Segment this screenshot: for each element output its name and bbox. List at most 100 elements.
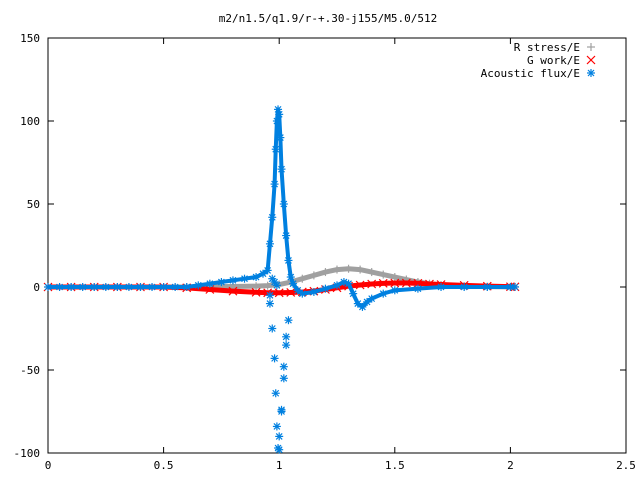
legend-marker xyxy=(586,55,596,65)
data-point xyxy=(293,286,302,295)
data-point xyxy=(263,281,272,290)
data-point xyxy=(333,265,341,274)
data-point xyxy=(279,200,288,208)
data-point xyxy=(276,133,285,142)
x-tick-label: 1 xyxy=(276,459,283,472)
data-point xyxy=(333,281,341,290)
data-point xyxy=(379,270,388,279)
legend-label: Acoustic flux/E xyxy=(481,67,580,80)
data-point xyxy=(252,273,261,282)
data-point xyxy=(356,265,365,274)
data-point xyxy=(401,278,411,288)
data-point xyxy=(355,280,365,290)
data-point xyxy=(309,287,318,296)
data-point xyxy=(148,283,157,291)
y-tick-label: 0 xyxy=(33,281,40,294)
data-point xyxy=(274,105,283,114)
plot-area xyxy=(43,105,520,454)
data-point xyxy=(270,180,279,189)
data-point xyxy=(251,287,261,297)
data-point xyxy=(113,283,122,291)
y-tick-label: 50 xyxy=(27,198,40,211)
y-tick-label: 100 xyxy=(20,115,40,128)
data-point xyxy=(268,324,277,333)
data-point xyxy=(379,289,388,298)
data-point xyxy=(265,299,274,308)
x-tick-label: 2.5 xyxy=(616,459,636,472)
data-point xyxy=(90,283,99,291)
data-point xyxy=(511,283,520,291)
data-point xyxy=(353,299,362,308)
data-point xyxy=(390,286,399,295)
data-point xyxy=(159,283,168,291)
data-point xyxy=(217,278,226,287)
data-point xyxy=(437,283,446,291)
data-point xyxy=(272,422,281,431)
data-point xyxy=(182,283,191,291)
data-point xyxy=(309,271,318,280)
data-point xyxy=(367,294,376,303)
data-point xyxy=(413,284,422,293)
data-point xyxy=(78,283,87,291)
data-point xyxy=(279,362,288,371)
data-point xyxy=(390,273,399,282)
data-point xyxy=(228,276,237,285)
data-point xyxy=(263,266,272,275)
data-point xyxy=(194,281,203,290)
data-point xyxy=(272,281,281,290)
data-point xyxy=(284,256,293,265)
data-point xyxy=(286,273,295,282)
data-point xyxy=(286,288,296,297)
data-point xyxy=(279,374,288,383)
data-point xyxy=(282,231,291,240)
data-point xyxy=(259,269,268,278)
data-point xyxy=(367,268,376,277)
data-point xyxy=(298,274,307,283)
data-point xyxy=(252,282,261,291)
data-point xyxy=(274,288,284,298)
data-point xyxy=(277,165,286,174)
data-point xyxy=(44,283,52,291)
data-point xyxy=(271,389,280,398)
data-point xyxy=(284,316,293,325)
data-point xyxy=(321,268,330,277)
data-point xyxy=(378,278,388,288)
data-point xyxy=(136,283,145,291)
data-point xyxy=(171,283,180,291)
y-tick-label: 150 xyxy=(20,32,40,45)
data-point xyxy=(344,264,353,273)
data-point xyxy=(460,283,469,291)
data-point xyxy=(55,283,64,291)
data-point xyxy=(270,354,279,363)
data-point xyxy=(390,278,400,288)
series-2 xyxy=(44,105,520,454)
data-point xyxy=(363,297,372,306)
data-point xyxy=(265,291,274,300)
legend-marker xyxy=(587,69,595,77)
data-point xyxy=(67,283,76,291)
x-tick-label: 0.5 xyxy=(154,459,174,472)
x-tick-label: 0 xyxy=(45,459,52,472)
data-point xyxy=(289,279,298,288)
x-axis: 0 0.5 1 1.5 2 2.5 xyxy=(45,38,636,472)
data-point xyxy=(275,432,284,441)
data-point xyxy=(275,445,284,454)
data-point xyxy=(367,279,377,289)
chart-title: m2/n1.5/q1.9/r-+.30-j155/M5.0/512 xyxy=(219,12,438,25)
plot-frame xyxy=(47,37,627,454)
data-point xyxy=(271,145,280,154)
y-tick-label: -50 xyxy=(20,364,40,377)
data-point xyxy=(349,289,358,298)
legend-label: G work/E xyxy=(527,54,580,67)
data-point xyxy=(298,289,307,298)
y-axis: -100 -50 0 50 100 150 xyxy=(14,32,626,460)
legend-label: R stress/E xyxy=(514,41,580,54)
data-point xyxy=(282,332,291,341)
x-tick-label: 2 xyxy=(507,459,514,472)
data-point xyxy=(124,283,133,291)
data-point xyxy=(205,279,214,288)
data-point xyxy=(282,341,291,350)
x-tick-label: 1.5 xyxy=(385,459,405,472)
